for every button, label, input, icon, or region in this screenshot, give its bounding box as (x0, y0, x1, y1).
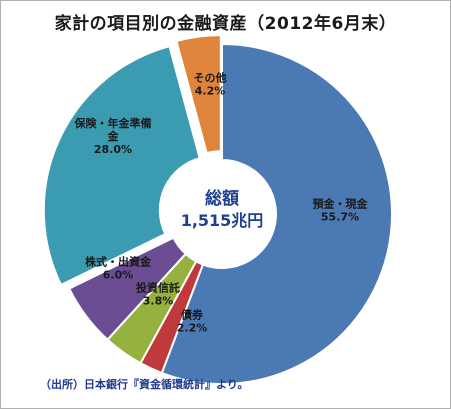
pie-slice-1 (160, 42, 393, 385)
chart-title: 家計の項目別の金融資産（2012年6月末） (54, 14, 397, 34)
pie-slice-5 (42, 44, 201, 287)
source-note: （出所）日本銀行『資金循環統計』より。 (40, 378, 249, 391)
slice-value-label: 4.2% (195, 85, 226, 98)
slice-name-label: 金 (107, 129, 120, 143)
slice-value-label: 28.0% (94, 143, 132, 156)
slice-name-label: 預金・現金 (313, 197, 369, 211)
slice-value-label: 3.8% (143, 295, 174, 308)
slice-name-label: 債券 (180, 308, 204, 322)
slice-name-label: 投資信託 (136, 281, 180, 295)
slice-name-label: その他 (194, 71, 227, 85)
slice-value-label: 2.2% (177, 322, 208, 335)
slice-name-label: 株式・出資金 (85, 255, 152, 269)
pie-slice-4 (67, 236, 188, 342)
slice-name-label: 保険・年金準備 (74, 116, 152, 130)
slice-value-label: 6.0% (103, 269, 134, 282)
pie-slice-6 (175, 34, 222, 155)
center-total-label: 総額 (205, 188, 239, 209)
slice-value-label: 55.7% (321, 211, 359, 224)
center-total-value: 1,515兆円 (181, 211, 264, 230)
